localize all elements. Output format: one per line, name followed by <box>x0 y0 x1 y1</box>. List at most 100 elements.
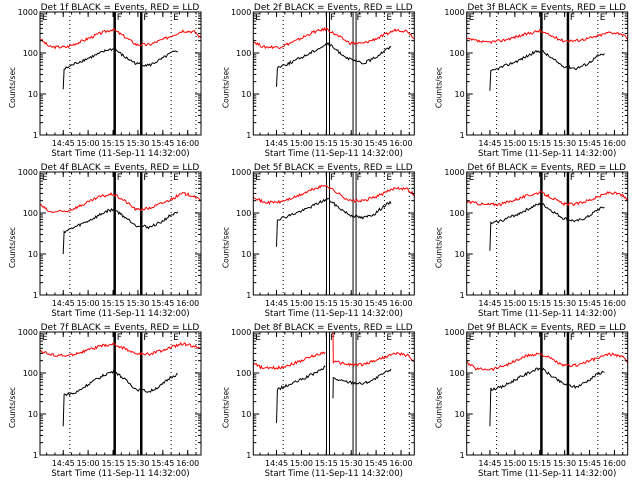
x-tick-label: 15:15 <box>528 139 551 148</box>
plot-frame <box>466 331 629 456</box>
x-tick-label: 15:15 <box>528 459 551 468</box>
x-tick-label: 15:30 <box>553 139 576 148</box>
panel-title: Det 1f BLACK = Events, RED = LLD <box>41 3 200 13</box>
y-tick-label: 1 <box>33 451 38 460</box>
x-tick-label: 15:15 <box>528 299 551 308</box>
events-rate-line <box>489 202 605 251</box>
interval-marker-label: E <box>255 173 261 183</box>
lld-rate-line <box>39 27 202 50</box>
x-axis-label: Start Time (11-Sep-11 14:32:00) <box>265 469 403 479</box>
y-axis-label: Counts/sec <box>221 67 230 108</box>
x-tick-label: 15:00 <box>290 459 313 468</box>
y-tick-label: 100 <box>236 209 251 218</box>
y-tick-label: 1000 <box>18 168 38 177</box>
interval-marker-label: E <box>42 173 48 183</box>
y-tick-label: 1000 <box>18 328 38 337</box>
y-tick-label: 100 <box>449 209 464 218</box>
x-tick-label: 14:45 <box>478 299 501 308</box>
x-tick-label: 16:00 <box>176 139 199 148</box>
events-rate-line <box>62 369 178 427</box>
x-tick-label: 15:00 <box>503 139 526 148</box>
x-tick-label: 15:45 <box>578 299 601 308</box>
x-tick-label: 16:00 <box>176 459 199 468</box>
y-tick-label: 10 <box>241 410 251 419</box>
x-tick-label: 15:30 <box>126 299 149 308</box>
interval-marker-label: E <box>469 13 475 23</box>
x-tick-label: 15:45 <box>365 139 388 148</box>
x-tick-label: 15:30 <box>340 459 363 468</box>
x-tick-label: 15:15 <box>315 139 338 148</box>
plot-frame <box>252 171 415 296</box>
y-tick-label: 10 <box>28 410 38 419</box>
plot-frame <box>466 171 629 296</box>
interval-marker-label: F <box>543 333 548 343</box>
x-axis-label: Start Time (11-Sep-11 14:32:00) <box>51 309 189 319</box>
x-axis-label: Start Time (11-Sep-11 14:32:00) <box>265 149 403 159</box>
y-axis-label: Counts/sec <box>221 387 230 428</box>
x-tick-label: 15:45 <box>151 139 174 148</box>
y-tick-label: 100 <box>23 369 38 378</box>
interval-marker-label: F <box>143 173 148 183</box>
x-tick-label: 15:00 <box>290 299 313 308</box>
events-rate-line <box>489 367 605 427</box>
interval-marker-label: E <box>173 173 179 183</box>
y-tick-label: 10 <box>455 90 465 99</box>
interval-marker-label: E <box>386 13 392 23</box>
interval-marker-label: E <box>386 333 392 343</box>
y-axis-label: Counts/sec <box>435 387 444 428</box>
x-axis-label: Start Time (11-Sep-11 14:32:00) <box>478 469 616 479</box>
interval-marker-label: F <box>357 333 362 343</box>
x-axis-label: Start Time (11-Sep-11 14:32:00) <box>265 309 403 319</box>
interval-marker-label: E <box>469 333 475 343</box>
events-rate-line <box>276 41 392 87</box>
y-tick-label: 1000 <box>231 328 251 337</box>
x-tick-label: 14:45 <box>52 459 75 468</box>
interval-marker-label: F <box>117 333 122 343</box>
interval-marker-label: F <box>570 13 575 23</box>
y-tick-label: 1 <box>460 291 465 300</box>
interval-marker-label: E <box>386 173 392 183</box>
y-axis-label: Counts/sec <box>435 67 444 108</box>
y-tick-label: 100 <box>449 49 464 58</box>
panel-title: Det 9f BLACK = Events, RED = LLD <box>467 323 626 333</box>
x-tick-label: 15:30 <box>126 459 149 468</box>
x-tick-label: 16:00 <box>603 459 626 468</box>
x-tick-label: 16:00 <box>603 299 626 308</box>
x-tick-label: 15:15 <box>315 459 338 468</box>
y-axis-label: Counts/sec <box>221 227 230 268</box>
x-tick-label: 15:30 <box>126 139 149 148</box>
panel-title: Det 3f BLACK = Events, RED = LLD <box>467 3 626 13</box>
plot-frame <box>252 331 415 456</box>
events-rate-line <box>62 208 179 255</box>
y-tick-label: 10 <box>455 410 465 419</box>
interval-marker-label: E <box>42 333 48 343</box>
y-tick-label: 1000 <box>444 8 464 17</box>
y-tick-label: 1000 <box>444 328 464 337</box>
x-tick-label: 14:45 <box>265 299 288 308</box>
x-tick-label: 15:00 <box>77 299 100 308</box>
x-tick-label: 16:00 <box>176 299 199 308</box>
panel-title: Det 4f BLACK = Events, RED = LLD <box>41 163 200 173</box>
plot-frame <box>39 171 202 296</box>
interval-marker-label: E <box>173 333 179 343</box>
interval-marker-label: E <box>469 173 475 183</box>
interval-marker-label: E <box>600 333 606 343</box>
y-tick-label: 100 <box>449 369 464 378</box>
y-tick-label: 1 <box>460 451 465 460</box>
x-tick-label: 15:00 <box>503 299 526 308</box>
x-tick-label: 14:45 <box>478 459 501 468</box>
x-tick-label: 15:45 <box>151 299 174 308</box>
x-tick-label: 15:15 <box>101 459 124 468</box>
x-tick-label: 15:00 <box>503 459 526 468</box>
interval-marker-label: E <box>42 13 48 23</box>
y-tick-label: 100 <box>23 209 38 218</box>
lld-rate-line <box>253 184 415 205</box>
